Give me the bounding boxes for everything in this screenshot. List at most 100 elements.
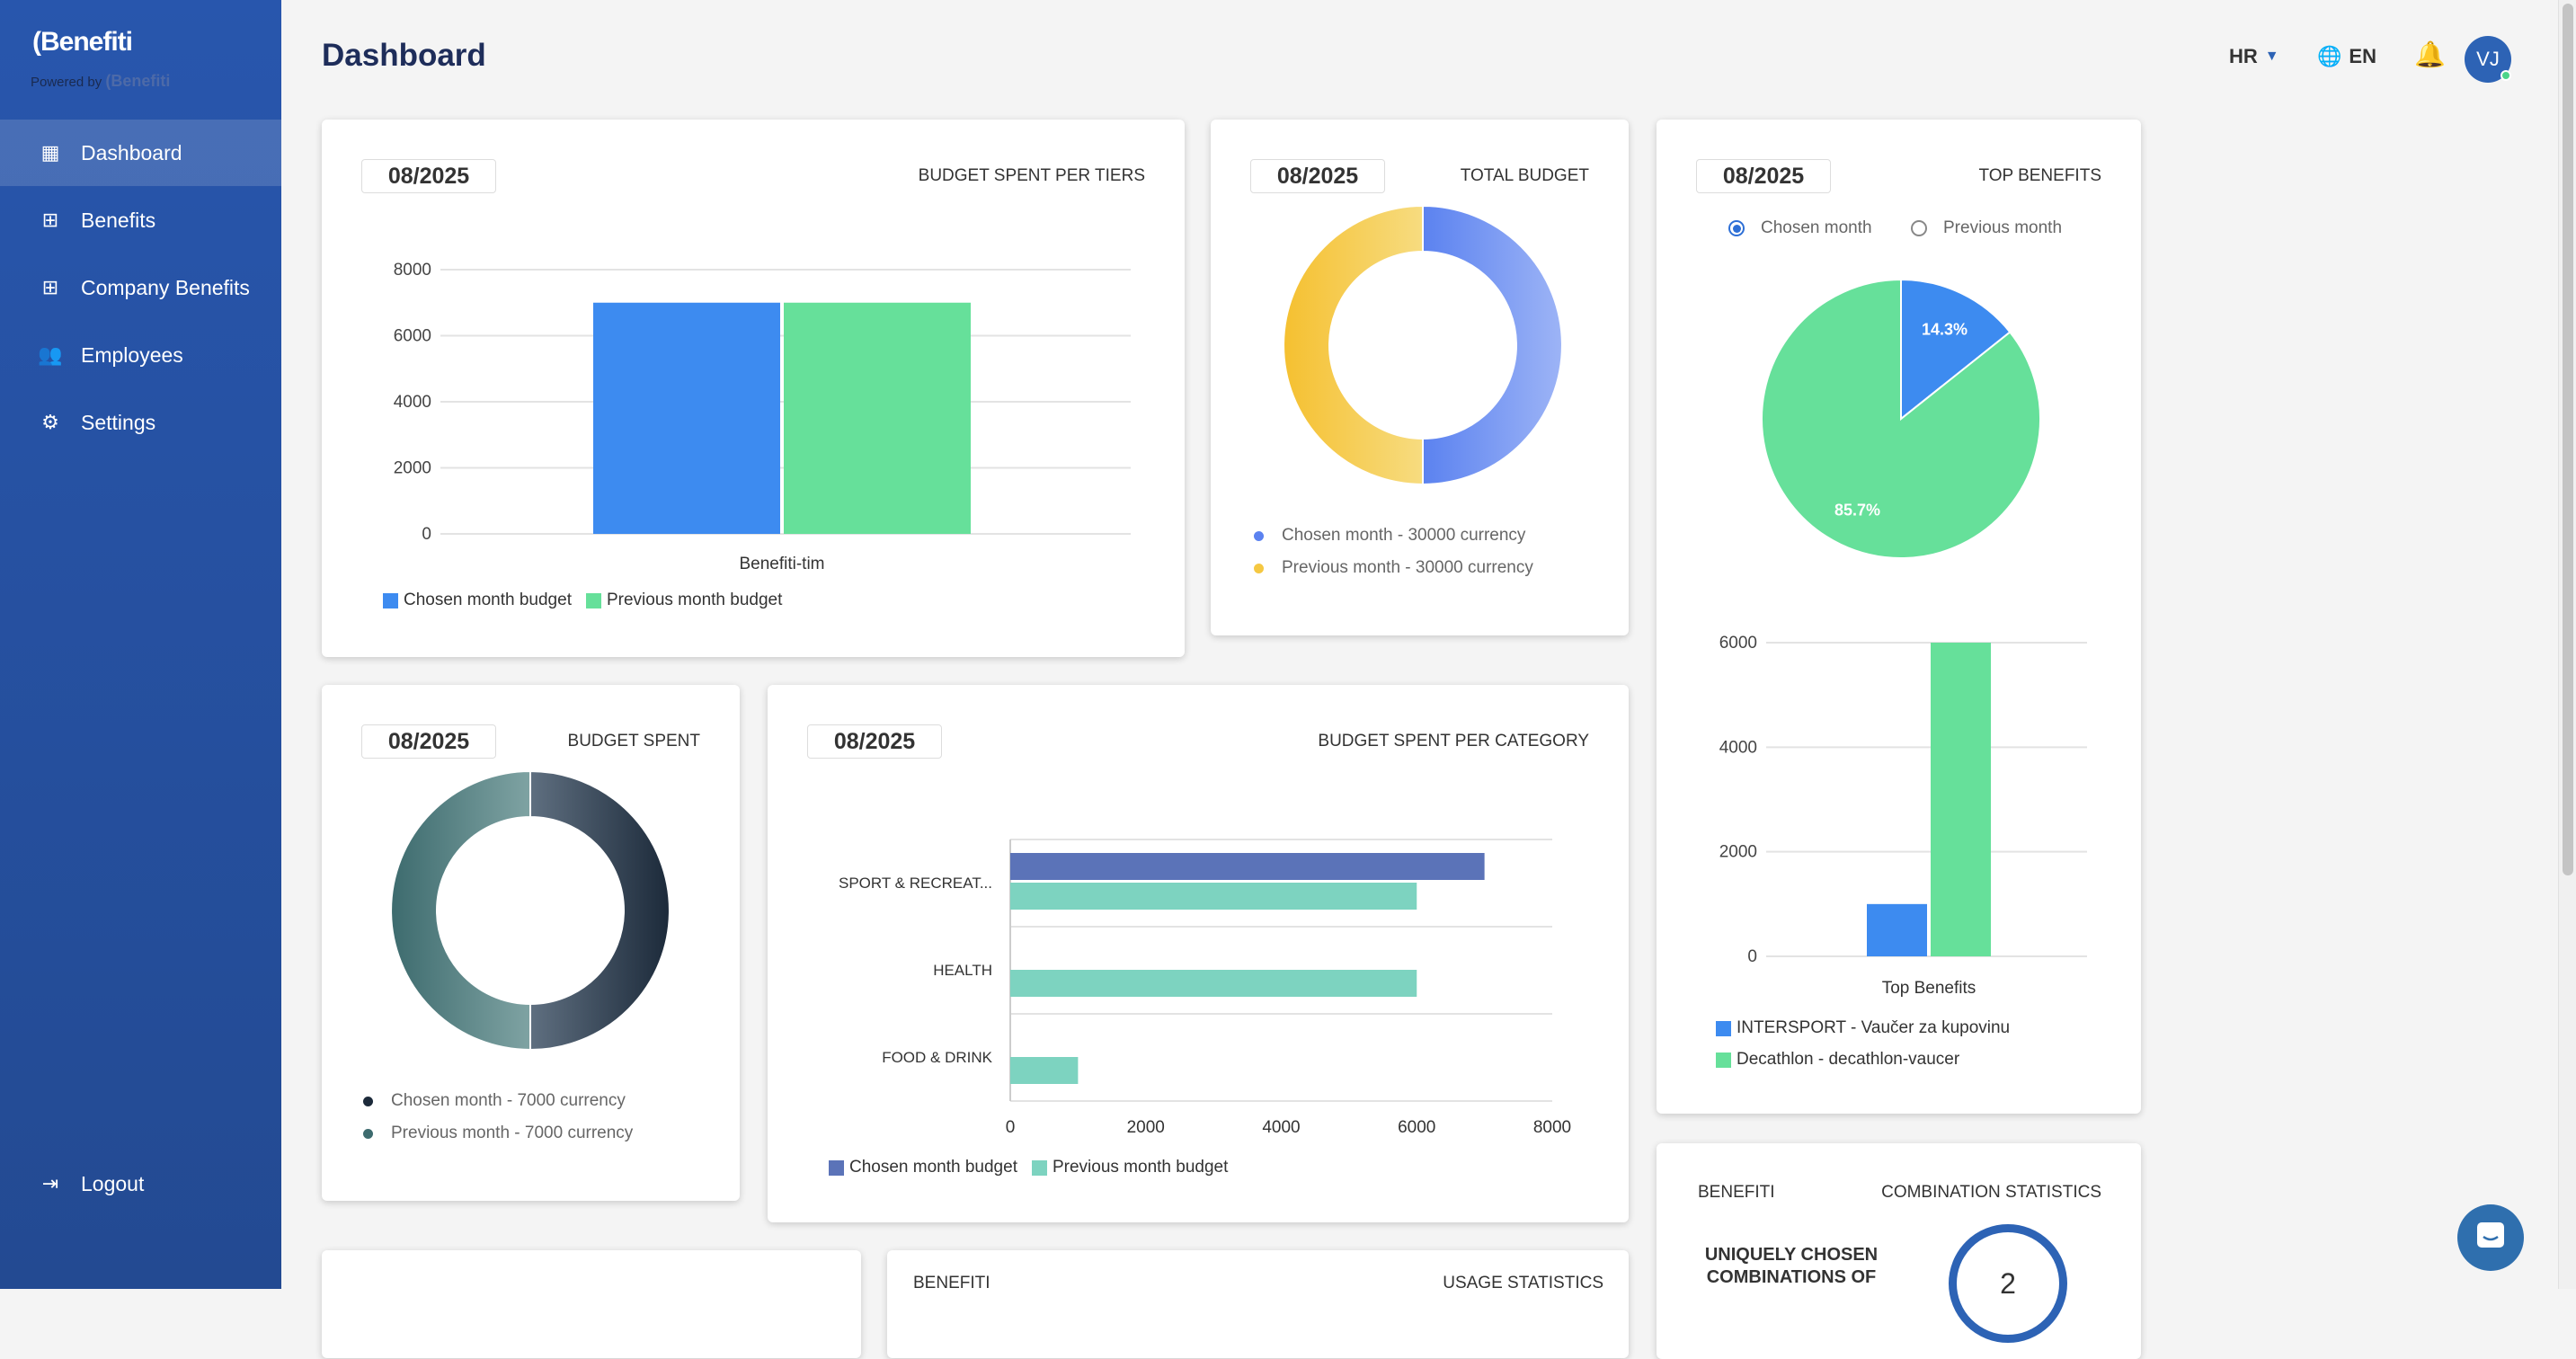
x-tick-label: 4000	[1262, 1118, 1300, 1137]
caret-down-icon: ▼	[2264, 49, 2279, 64]
usage-statistics-card: BENEFITI USAGE STATISTICS	[887, 1250, 1629, 1358]
radio-label: Chosen month	[1761, 218, 1872, 237]
budget-spent-card: 08/2025 BUDGET SPENT Chosen month - 7000…	[322, 685, 740, 1201]
combination-label: UNIQUELY CHOSEN COMBINATIONS OF	[1701, 1244, 1881, 1289]
logout-button[interactable]: ⇥ Logout	[0, 1150, 281, 1217]
logo: (Benefiti	[32, 27, 133, 57]
y-tick-label: 4000	[1719, 738, 1757, 757]
combination-statistics-card: BENEFITI COMBINATION STATISTICS UNIQUELY…	[1657, 1143, 2141, 1359]
combination-count-ring: 2	[1949, 1224, 2067, 1343]
powered-logo: (Benefiti	[105, 72, 171, 90]
legend-swatch	[1031, 1159, 1047, 1176]
legend-label[interactable]: Chosen month budget	[404, 591, 572, 609]
sidebar-item-label: Benefits	[81, 208, 156, 232]
legend-item[interactable]: Decathlon - decathlon-vaucer	[1716, 1050, 1959, 1070]
legend-label[interactable]: Previous month budget	[606, 591, 783, 609]
card-label: BENEFITI	[913, 1274, 990, 1292]
grid-icon: ⊞	[41, 209, 59, 231]
sidebar-item-label: Settings	[81, 410, 156, 434]
date-picker[interactable]: 08/2025	[1250, 159, 1385, 193]
legend-swatch	[383, 592, 398, 608]
y-tick-label: 2000	[1719, 843, 1757, 862]
budget-spent-donut	[390, 769, 671, 1052]
slice-label: 14.3%	[1922, 320, 1968, 338]
date-picker[interactable]: 08/2025	[361, 159, 496, 193]
y-category-label: FOOD & DRINK	[882, 1049, 992, 1066]
card-title: USAGE STATISTICS	[1443, 1274, 1603, 1292]
legend-item[interactable]: Previous month - 30000 currency	[1254, 558, 1533, 578]
x-tick-label: 8000	[1533, 1118, 1571, 1137]
budget-per-tiers-card: 08/2025 BUDGET SPENT PER TIERS 0 2000 4000…	[322, 120, 1185, 657]
logout-icon: ⇥	[41, 1172, 59, 1195]
bar	[1010, 1057, 1079, 1084]
top-benefits-charts: 14.3% 85.7% 0 2000 4000 6000 Top Benefits	[1719, 278, 2087, 998]
pie-slice	[390, 769, 531, 1052]
scrollbar-thumb[interactable]	[2563, 4, 2573, 875]
sidebar-item-label: Company Benefits	[81, 275, 250, 299]
legend-swatch	[1716, 1020, 1731, 1036]
y-category-label: HEALTH	[933, 962, 992, 979]
bar	[1010, 970, 1417, 997]
scrollbar[interactable]	[2558, 0, 2576, 1289]
page-title: Dashboard	[322, 38, 486, 73]
card-title: TOTAL BUDGET	[1460, 166, 1589, 185]
date-picker[interactable]: 08/2025	[1696, 159, 1831, 193]
x-category-label: Benefiti-tim	[739, 555, 824, 573]
sidebar-item-benefits[interactable]: ⊞ Benefits	[0, 187, 281, 253]
card-title: COMBINATION STATISTICS	[1881, 1183, 2101, 1202]
y-tick-label: 4000	[394, 393, 431, 412]
users-icon: 👥	[38, 343, 63, 366]
avatar[interactable]: VJ	[2465, 36, 2511, 83]
layout-icon: ▦	[40, 141, 60, 164]
budget-per-category-card: 08/2025 BUDGET SPENT PER CATEGORY 0 2000 4…	[768, 685, 1629, 1222]
sidebar-item-settings[interactable]: ⚙ Settings	[0, 389, 281, 456]
chat-button[interactable]	[2457, 1204, 2524, 1271]
legend-item[interactable]: Previous month - 7000 currency	[363, 1124, 633, 1143]
bar	[784, 302, 971, 534]
card-label: BENEFITI	[1698, 1183, 1775, 1202]
grid-icon: ⊞	[41, 276, 59, 298]
sidebar-item-label: Dashboard	[81, 140, 182, 164]
globe-icon: 🌐	[2317, 45, 2342, 67]
y-tick-label: 2000	[394, 459, 431, 478]
date-picker[interactable]: 08/2025	[807, 724, 942, 759]
logout-label: Logout	[81, 1171, 145, 1195]
legend-label: Chosen month - 7000 currency	[391, 1091, 626, 1110]
bar	[1010, 853, 1485, 880]
y-category-label: SPORT & RECREAT...	[839, 875, 992, 892]
legend-label: Previous month - 30000 currency	[1282, 558, 1533, 577]
slice-label: 85.7%	[1834, 502, 1880, 520]
sidebar-item-employees[interactable]: 👥 Employees	[0, 322, 281, 388]
sidebar-item-company-benefits[interactable]: ⊞ Company Benefits	[0, 254, 281, 321]
legend-dot	[1254, 530, 1264, 541]
legend-label: Decathlon - decathlon-vaucer	[1737, 1050, 1960, 1069]
settings-icon: ⚙	[41, 411, 59, 433]
radio-chosen-month[interactable]: Chosen month	[1728, 218, 1872, 238]
country-select[interactable]: HR ▼	[2229, 45, 2279, 68]
sidebar-item-dashboard[interactable]: ▦ Dashboard	[0, 120, 281, 186]
legend-item[interactable]: Chosen month - 30000 currency	[1254, 526, 1525, 546]
legend-swatch	[585, 592, 601, 608]
language-select[interactable]: 🌐 EN	[2317, 45, 2376, 68]
legend-label: INTERSPORT - Vaučer za kupovinu	[1737, 1018, 2011, 1037]
legend-item[interactable]: INTERSPORT - Vaučer za kupovinu	[1716, 1018, 2010, 1038]
legend-item[interactable]: Chosen month - 7000 currency	[363, 1091, 626, 1111]
legend-dot	[363, 1096, 373, 1106]
date-picker[interactable]: 08/2025	[361, 724, 496, 759]
legend-label: Chosen month - 30000 currency	[1282, 526, 1526, 545]
pie-slice	[1283, 204, 1424, 486]
y-tick-label: 6000	[1719, 634, 1757, 653]
y-tick-label: 0	[422, 525, 431, 544]
bar	[1010, 883, 1417, 910]
radio-label: Previous month	[1943, 218, 2063, 237]
legend-label[interactable]: Chosen month budget	[849, 1158, 1017, 1177]
avatar-initials: VJ	[2476, 48, 2500, 70]
bell-icon[interactable]: 🔔	[2414, 40, 2446, 68]
radio-previous-month[interactable]: Previous month	[1911, 218, 2062, 238]
legend-dot	[1254, 563, 1264, 573]
legend-dot	[363, 1128, 373, 1139]
language-value: EN	[2349, 45, 2376, 67]
pie-slice	[529, 769, 671, 1052]
legend-label[interactable]: Previous month budget	[1052, 1158, 1229, 1177]
empty-card	[322, 1250, 861, 1358]
